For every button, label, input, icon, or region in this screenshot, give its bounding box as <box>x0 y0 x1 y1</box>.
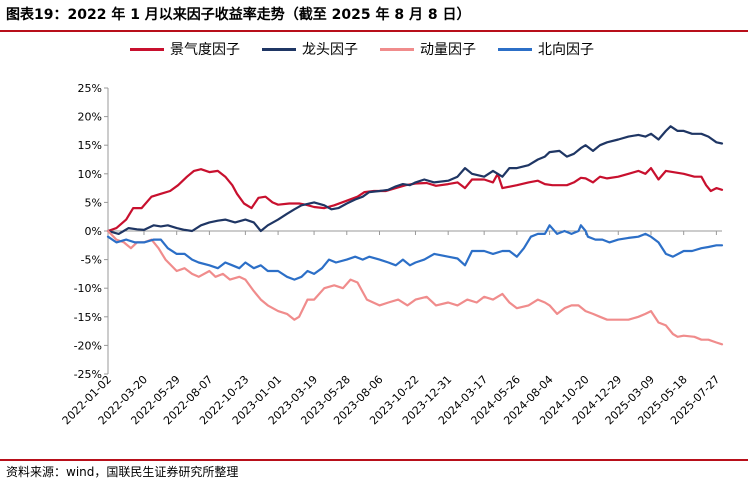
source-note: 资料来源：wind，国联民生证券研究所整理 <box>6 465 239 479</box>
legend-label: 北向因子 <box>538 42 594 58</box>
y-tick-label: -20% <box>74 339 102 352</box>
legend-swatch <box>498 47 532 51</box>
figure-title: 图表19：2022 年 1 月以来因子收益率走势（截至 2025 年 8 月 8… <box>6 7 471 23</box>
y-tick-label: 0% <box>85 225 102 238</box>
legend-item-3: 动量因子 <box>380 39 476 59</box>
legend-label: 动量因子 <box>420 42 476 58</box>
y-tick-label: 25% <box>78 82 102 95</box>
y-tick-label: -15% <box>74 311 102 324</box>
series-line-2 <box>106 125 724 235</box>
y-tick-label: -10% <box>74 282 102 295</box>
series-line-3 <box>106 229 724 346</box>
source-rule <box>0 459 748 461</box>
y-tick-label: -5% <box>81 254 102 267</box>
legend-label: 龙头因子 <box>302 42 358 58</box>
chart-series-lines <box>106 125 724 346</box>
y-tick-label: 15% <box>78 139 102 152</box>
title-rule <box>0 30 748 32</box>
legend-item-2: 龙头因子 <box>262 39 358 59</box>
series-line-1 <box>106 167 724 233</box>
y-tick-label: 5% <box>85 196 102 209</box>
chart-legend: 景气度因子 龙头因子 动量因子 北向因子 <box>130 39 594 59</box>
series-line-4 <box>106 224 724 281</box>
y-tick-label: 10% <box>78 168 102 181</box>
legend-item-4: 北向因子 <box>498 39 594 59</box>
chart-axes: -25%-20%-15%-10%-5%0%5%10%15%20%25%2022-… <box>60 82 723 427</box>
legend-swatch <box>380 47 414 51</box>
legend-item-1: 景气度因子 <box>130 39 240 59</box>
y-tick-label: 20% <box>78 111 102 124</box>
legend-swatch <box>130 47 164 51</box>
legend-swatch <box>262 47 296 51</box>
legend-label: 景气度因子 <box>170 42 240 58</box>
y-tick-label: -25% <box>74 368 102 381</box>
